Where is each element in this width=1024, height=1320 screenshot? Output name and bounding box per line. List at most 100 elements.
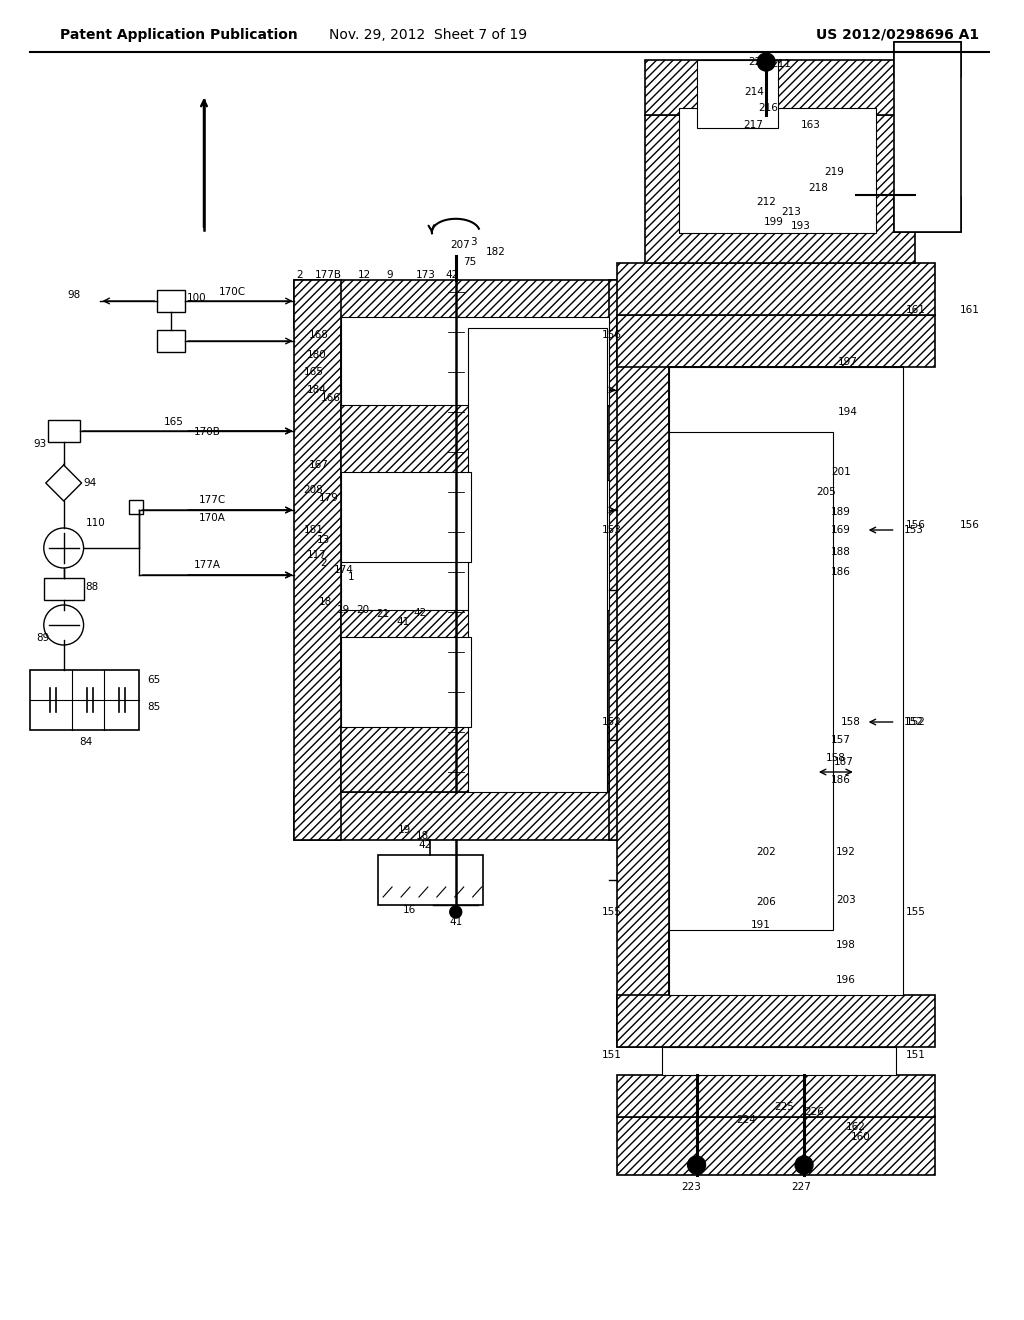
Text: 203: 203	[836, 895, 856, 906]
Text: Patent Application Publication: Patent Application Publication	[59, 28, 297, 42]
Text: 205: 205	[816, 487, 836, 498]
Bar	[894, 42, 962, 232]
Text: Nov. 29, 2012  Sheet 7 of 19: Nov. 29, 2012 Sheet 7 of 19	[329, 28, 527, 42]
Text: 196: 196	[836, 975, 856, 985]
Text: 21: 21	[376, 609, 389, 619]
Bar	[669, 367, 902, 432]
Bar	[669, 432, 833, 931]
Text: 19: 19	[398, 825, 412, 836]
Bar	[894, 197, 962, 232]
Text: 151: 151	[905, 1049, 926, 1060]
Circle shape	[758, 53, 775, 71]
Bar	[645, 115, 915, 263]
Text: 168: 168	[308, 330, 329, 341]
Text: 65: 65	[147, 675, 161, 685]
Text: 222: 222	[749, 57, 768, 67]
Text: 194: 194	[838, 407, 858, 417]
Bar	[609, 280, 637, 840]
Text: 212: 212	[757, 197, 776, 207]
Bar	[158, 290, 185, 312]
Text: 207: 207	[450, 240, 470, 249]
Bar	[158, 330, 185, 352]
Bar	[341, 480, 609, 610]
Bar	[341, 405, 471, 480]
Text: 170C: 170C	[219, 286, 246, 297]
Text: 165: 165	[164, 417, 184, 426]
Text: 170A: 170A	[199, 513, 226, 523]
Text: 93: 93	[34, 440, 47, 449]
Text: 219: 219	[824, 168, 844, 177]
Text: 225: 225	[774, 1102, 794, 1111]
Text: 75: 75	[463, 257, 476, 267]
Text: 156: 156	[905, 520, 926, 531]
Bar	[30, 671, 139, 730]
Text: 170B: 170B	[194, 426, 221, 437]
Text: 174: 174	[334, 565, 353, 576]
Text: 13: 13	[316, 535, 330, 545]
Text: 206: 206	[757, 898, 776, 907]
Text: 19: 19	[336, 605, 349, 615]
Bar	[696, 59, 778, 128]
Text: 41: 41	[450, 917, 463, 927]
Text: 84: 84	[80, 737, 93, 747]
Text: 208: 208	[303, 484, 324, 495]
Text: 177A: 177A	[194, 560, 221, 570]
Bar	[341, 473, 471, 562]
Text: 85: 85	[147, 702, 161, 711]
Bar	[341, 317, 609, 405]
Text: 18: 18	[318, 597, 332, 607]
Text: 2: 2	[297, 271, 303, 280]
Text: 217: 217	[743, 120, 763, 129]
Text: 89: 89	[36, 634, 49, 643]
Text: 152: 152	[903, 717, 924, 727]
Text: 226: 226	[804, 1107, 824, 1117]
Text: 152: 152	[905, 717, 926, 727]
Circle shape	[687, 1156, 706, 1173]
Text: 42: 42	[418, 840, 431, 850]
Bar	[679, 108, 876, 234]
Bar	[616, 1117, 935, 1175]
Bar	[44, 578, 84, 601]
Text: 155: 155	[905, 907, 926, 917]
Text: 181: 181	[303, 525, 324, 535]
Text: 193: 193	[792, 220, 811, 231]
Text: 189: 189	[830, 507, 851, 517]
Bar	[616, 1074, 935, 1117]
Text: 16: 16	[403, 906, 417, 915]
Text: 177C: 177C	[199, 495, 226, 506]
Bar	[341, 327, 609, 393]
Text: 2: 2	[321, 558, 327, 568]
Text: 152: 152	[602, 717, 622, 727]
Bar	[833, 432, 902, 931]
Text: 1: 1	[348, 572, 355, 582]
Bar	[48, 420, 80, 442]
Text: 186: 186	[830, 775, 851, 785]
Text: 94: 94	[84, 478, 97, 488]
Text: 192: 192	[836, 847, 856, 857]
Bar	[645, 59, 915, 115]
Text: 3: 3	[470, 238, 476, 247]
Bar	[616, 315, 935, 367]
Text: 157: 157	[830, 735, 851, 744]
Bar	[294, 280, 637, 327]
Text: 173: 173	[416, 271, 436, 280]
Text: 18: 18	[416, 832, 429, 841]
Text: 163: 163	[801, 120, 821, 129]
Text: 224: 224	[736, 1115, 757, 1125]
Text: 198: 198	[836, 940, 856, 950]
Bar	[294, 792, 637, 840]
Bar	[341, 727, 609, 792]
Text: 156: 156	[961, 520, 980, 531]
Text: 151: 151	[602, 1049, 622, 1060]
Text: 199: 199	[764, 216, 784, 227]
Text: 223: 223	[682, 1181, 701, 1192]
Text: FIG. 7: FIG. 7	[776, 742, 826, 758]
Text: 158: 158	[826, 752, 846, 763]
Text: 162: 162	[846, 1122, 865, 1133]
Bar	[378, 855, 482, 906]
Bar	[669, 931, 902, 995]
Text: 213: 213	[781, 207, 801, 216]
Bar	[129, 500, 143, 513]
Text: 161: 161	[905, 305, 926, 315]
Text: 201: 201	[830, 467, 851, 477]
